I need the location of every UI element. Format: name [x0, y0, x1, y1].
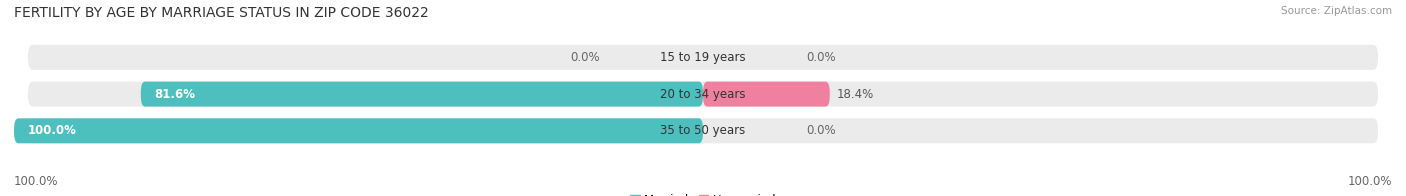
- Text: 15 to 19 years: 15 to 19 years: [661, 51, 745, 64]
- FancyBboxPatch shape: [28, 82, 1378, 107]
- Text: FERTILITY BY AGE BY MARRIAGE STATUS IN ZIP CODE 36022: FERTILITY BY AGE BY MARRIAGE STATUS IN Z…: [14, 6, 429, 20]
- Text: 100.0%: 100.0%: [14, 175, 59, 188]
- FancyBboxPatch shape: [141, 82, 703, 107]
- Text: 100.0%: 100.0%: [1347, 175, 1392, 188]
- Text: 18.4%: 18.4%: [837, 88, 875, 101]
- FancyBboxPatch shape: [28, 45, 1378, 70]
- FancyBboxPatch shape: [703, 82, 830, 107]
- Text: 0.0%: 0.0%: [807, 51, 837, 64]
- Text: 100.0%: 100.0%: [28, 124, 77, 137]
- Text: 0.0%: 0.0%: [807, 124, 837, 137]
- Text: 0.0%: 0.0%: [569, 51, 599, 64]
- FancyBboxPatch shape: [28, 118, 1378, 143]
- Legend: Married, Unmarried: Married, Unmarried: [626, 189, 780, 196]
- FancyBboxPatch shape: [14, 118, 703, 143]
- Text: 81.6%: 81.6%: [155, 88, 195, 101]
- Text: Source: ZipAtlas.com: Source: ZipAtlas.com: [1281, 6, 1392, 16]
- Text: 20 to 34 years: 20 to 34 years: [661, 88, 745, 101]
- Text: 35 to 50 years: 35 to 50 years: [661, 124, 745, 137]
